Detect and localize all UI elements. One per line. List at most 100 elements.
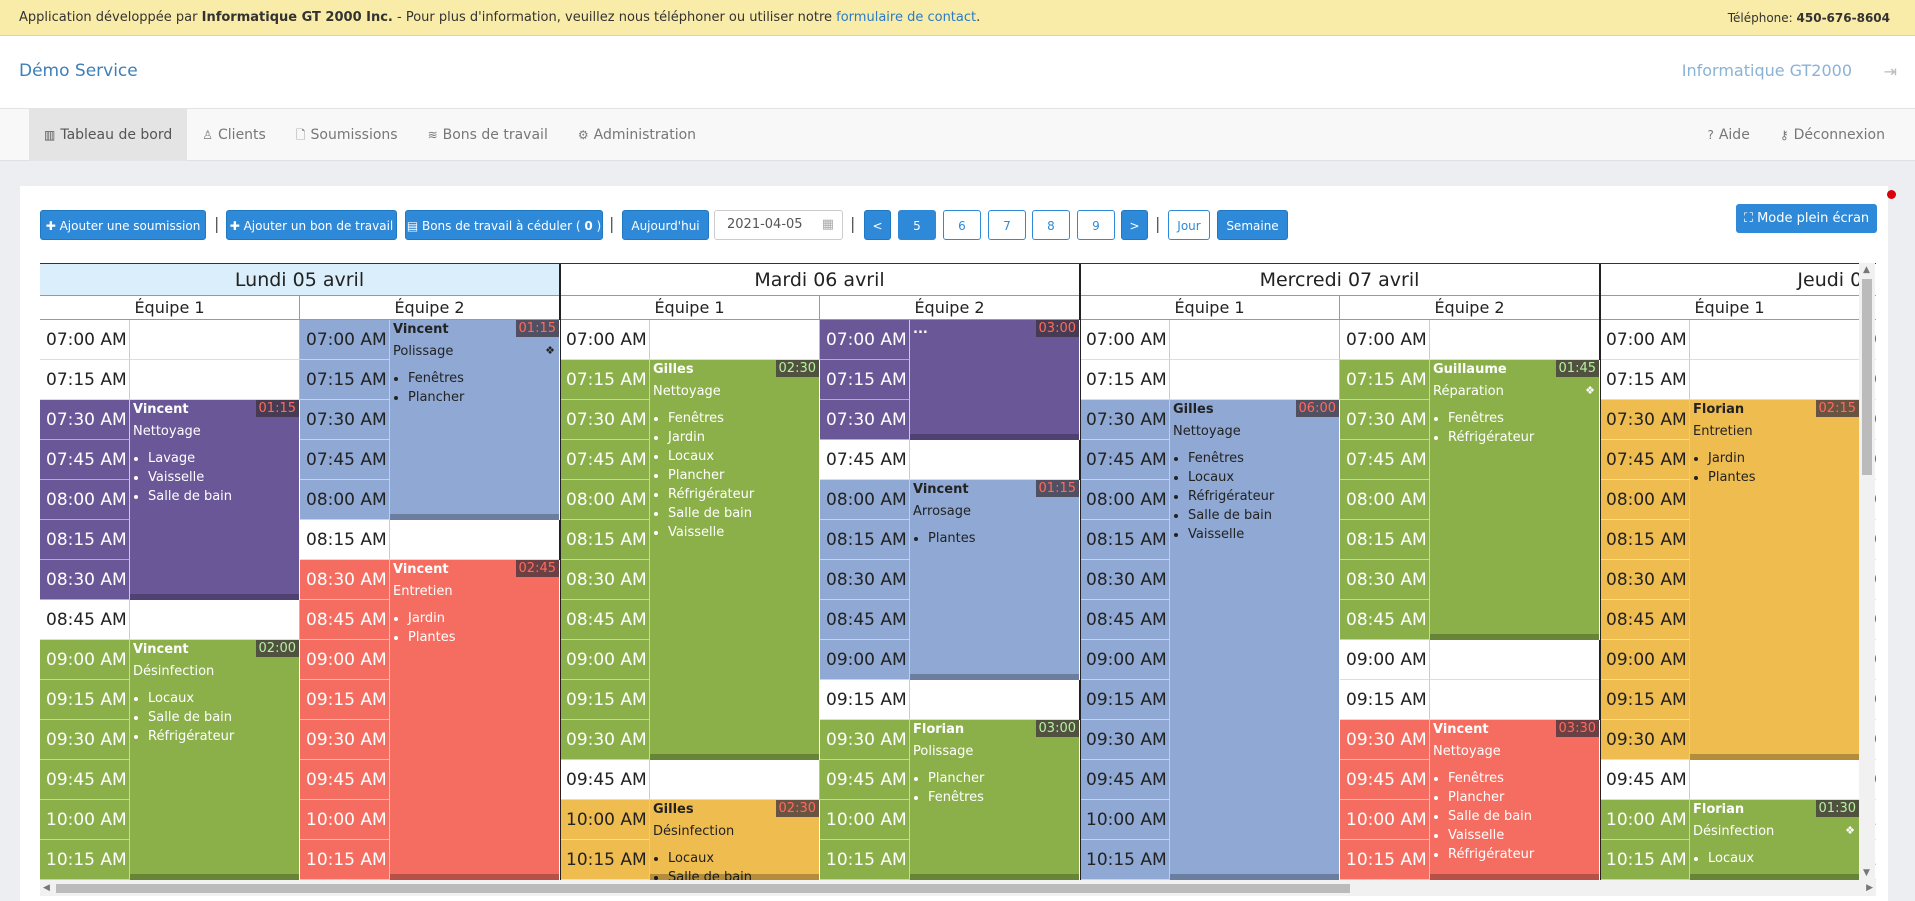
- logout-icon[interactable]: ⇥: [1883, 62, 1897, 81]
- scroll-down-icon[interactable]: ▼: [1863, 868, 1870, 878]
- time-slot[interactable]: 08:45 AM: [1080, 600, 1170, 640]
- empty-slot[interactable]: [1690, 360, 1860, 400]
- next-button[interactable]: >: [1121, 210, 1148, 240]
- work-order-event[interactable]: Florian 03:00 Polissage PlancherFenêtres: [910, 720, 1080, 880]
- add-work-order-button[interactable]: ✚ Ajouter un bon de travail: [226, 210, 397, 240]
- time-slot[interactable]: 08:00 AM: [1600, 480, 1690, 520]
- time-slot[interactable]: 08:00 AM: [1080, 480, 1170, 520]
- time-slot[interactable]: 09:15 AM: [820, 680, 910, 720]
- scroll-up-icon[interactable]: ▲: [1863, 265, 1870, 275]
- page-button[interactable]: 7: [988, 210, 1026, 240]
- nav-dashboard[interactable]: ▥ Tableau de bord: [29, 109, 188, 161]
- time-slot[interactable]: 07:15 AM: [1600, 360, 1690, 400]
- time-slot[interactable]: 08:30 AM: [40, 560, 130, 600]
- time-slot[interactable]: 07:30 AM: [820, 400, 910, 440]
- time-slot[interactable]: 08:00 AM: [820, 480, 910, 520]
- time-slot[interactable]: 07:15 AM: [560, 360, 650, 400]
- time-slot[interactable]: 10:15 AM: [40, 840, 130, 880]
- time-slot[interactable]: 08:00 AM: [300, 480, 390, 520]
- prev-button[interactable]: <: [864, 210, 891, 240]
- empty-slot[interactable]: [650, 760, 820, 800]
- time-slot[interactable]: 09:00 AM: [300, 640, 390, 680]
- empty-slot[interactable]: [130, 320, 300, 360]
- work-to-schedule-button[interactable]: ▤ Bons de travail à céduler ( 0 ): [405, 210, 603, 240]
- time-slot[interactable]: 07:45 AM: [1080, 440, 1170, 480]
- time-slot[interactable]: 08:00 AM: [560, 480, 650, 520]
- time-slot[interactable]: 09:30 AM: [40, 720, 130, 760]
- empty-slot[interactable]: [1170, 360, 1340, 400]
- time-slot[interactable]: 07:15 AM: [820, 360, 910, 400]
- time-slot[interactable]: 08:00 AM: [40, 480, 130, 520]
- time-slot[interactable]: 07:15 AM: [1340, 360, 1430, 400]
- time-slot[interactable]: 08:30 AM: [300, 560, 390, 600]
- time-slot[interactable]: 09:45 AM: [820, 760, 910, 800]
- time-slot[interactable]: 07:45 AM: [820, 440, 910, 480]
- time-slot[interactable]: 08:45 AM: [820, 600, 910, 640]
- time-slot[interactable]: 10:00 AM: [820, 800, 910, 840]
- nav-soumissions[interactable]: 🗋 Soumissions: [281, 109, 413, 161]
- time-slot[interactable]: 07:00 AM: [1080, 320, 1170, 360]
- time-slot[interactable]: 08:30 AM: [820, 560, 910, 600]
- time-slot[interactable]: 09:00 AM: [1600, 640, 1690, 680]
- resize-handle[interactable]: [1430, 634, 1599, 640]
- empty-slot[interactable]: [1430, 640, 1600, 680]
- time-slot[interactable]: 07:45 AM: [560, 440, 650, 480]
- time-slot[interactable]: 08:30 AM: [1080, 560, 1170, 600]
- work-order-event[interactable]: Vincent 01:15 Arrosage Plantes: [910, 480, 1080, 680]
- time-slot[interactable]: 08:45 AM: [300, 600, 390, 640]
- resize-handle[interactable]: [910, 674, 1079, 680]
- time-slot[interactable]: 07:30 AM: [300, 400, 390, 440]
- time-slot[interactable]: 07:45 AM: [1340, 440, 1430, 480]
- work-order-event[interactable]: Vincent 01:15 Polissage ❖ FenêtresPlancher: [390, 320, 560, 520]
- resize-handle[interactable]: [1170, 874, 1339, 880]
- resize-handle[interactable]: [130, 594, 299, 600]
- time-slot[interactable]: 09:45 AM: [560, 760, 650, 800]
- scroll-right-icon[interactable]: ▶: [1866, 883, 1873, 893]
- time-slot[interactable]: 07:00 AM: [300, 320, 390, 360]
- nav-aide[interactable]: ? Aide: [1692, 109, 1764, 161]
- time-slot[interactable]: 07:00 AM: [820, 320, 910, 360]
- work-order-event[interactable]: Guillaume 01:45 Réparation ❖ FenêtresRéfrigé…: [1430, 360, 1600, 640]
- time-slot[interactable]: 10:15 AM: [1340, 840, 1430, 880]
- resize-handle[interactable]: [910, 434, 1079, 440]
- view-day-button[interactable]: Jour: [1168, 210, 1210, 240]
- empty-slot[interactable]: [130, 360, 300, 400]
- time-slot[interactable]: 08:15 AM: [1340, 520, 1430, 560]
- time-slot[interactable]: 09:00 AM: [560, 640, 650, 680]
- time-slot[interactable]: 09:30 AM: [820, 720, 910, 760]
- today-button[interactable]: Aujourd'hui: [622, 210, 709, 240]
- time-slot[interactable]: 07:15 AM: [1080, 360, 1170, 400]
- page-button[interactable]: 5: [898, 210, 936, 240]
- page-button[interactable]: 9: [1077, 210, 1115, 240]
- time-slot[interactable]: 08:30 AM: [1340, 560, 1430, 600]
- time-slot[interactable]: 08:15 AM: [1600, 520, 1690, 560]
- time-slot[interactable]: 07:30 AM: [1600, 400, 1690, 440]
- time-slot[interactable]: 08:45 AM: [560, 600, 650, 640]
- empty-slot[interactable]: [1690, 760, 1860, 800]
- page-button[interactable]: 8: [1032, 210, 1070, 240]
- empty-slot[interactable]: [910, 440, 1080, 480]
- time-slot[interactable]: 08:15 AM: [820, 520, 910, 560]
- time-slot[interactable]: 07:15 AM: [40, 360, 130, 400]
- time-slot[interactable]: 08:15 AM: [40, 520, 130, 560]
- time-slot[interactable]: 07:45 AM: [300, 440, 390, 480]
- time-slot[interactable]: 08:45 AM: [1340, 600, 1430, 640]
- time-slot[interactable]: 08:45 AM: [40, 600, 130, 640]
- contact-form-link[interactable]: formulaire de contact: [836, 10, 977, 25]
- date-input[interactable]: 2021-04-05 ▦: [714, 210, 843, 240]
- time-slot[interactable]: 10:00 AM: [40, 800, 130, 840]
- time-slot[interactable]: 09:15 AM: [40, 680, 130, 720]
- work-order-event[interactable]: ... 03:00: [910, 320, 1080, 440]
- time-slot[interactable]: 10:00 AM: [1600, 800, 1690, 840]
- work-order-event[interactable]: Vincent 02:00 Désinfection LocauxSalle de b…: [130, 640, 300, 880]
- time-slot[interactable]: 09:30 AM: [560, 720, 650, 760]
- resize-handle[interactable]: [1690, 754, 1859, 760]
- time-slot[interactable]: 09:45 AM: [1600, 760, 1690, 800]
- empty-slot[interactable]: [1430, 680, 1600, 720]
- time-slot[interactable]: 07:00 AM: [1340, 320, 1430, 360]
- work-order-event[interactable]: Florian 01:30 Désinfection ❖ Locaux: [1690, 800, 1860, 880]
- time-slot[interactable]: 09:15 AM: [300, 680, 390, 720]
- resize-handle[interactable]: [390, 874, 559, 880]
- time-slot[interactable]: 10:15 AM: [1080, 840, 1170, 880]
- work-order-event[interactable]: Vincent 02:45 Entretien JardinPlantes: [390, 560, 560, 880]
